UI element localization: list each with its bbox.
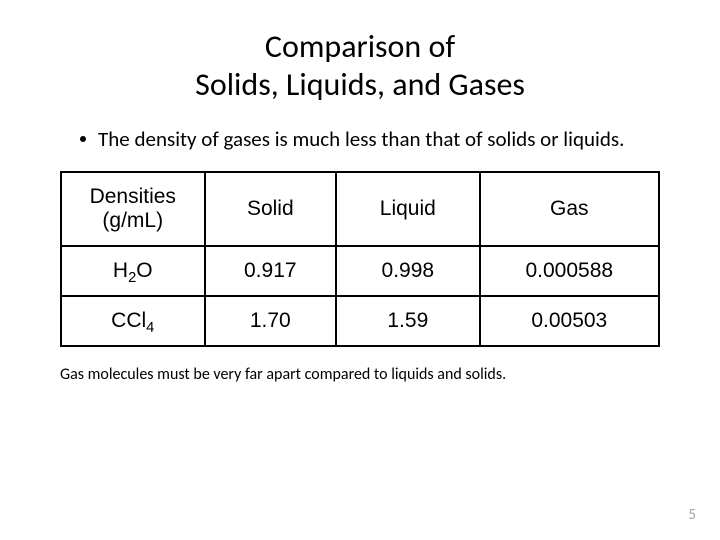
cell-h2o-solid: 0.917 <box>205 246 337 296</box>
density-table: Densities (g/mL) Solid Liquid Gas H2O 0.… <box>60 171 660 347</box>
title-line-2: Solids, Liquids, and Gases <box>195 65 525 104</box>
table-row: CCl4 1.70 1.59 0.00503 <box>61 296 659 346</box>
bullet-list: The density of gases is much less than t… <box>60 125 660 153</box>
header-densities: Densities (g/mL) <box>61 172 205 246</box>
cell-h2o-gas: 0.000588 <box>480 246 659 296</box>
page-number: 5 <box>688 506 696 524</box>
cell-ccl4-liquid: 1.59 <box>336 296 480 346</box>
title-line-1: Comparison of <box>265 27 455 66</box>
header-liquid: Liquid <box>336 172 480 246</box>
bullet-item: The density of gases is much less than t… <box>80 125 660 153</box>
cell-ccl4-solid: 1.70 <box>205 296 337 346</box>
header-densities-line1: Densities <box>90 185 176 208</box>
slide-title: Comparison of Solids, Liquids, and Gases <box>60 28 660 105</box>
table-row: H2O 0.917 0.998 0.000588 <box>61 246 659 296</box>
header-solid: Solid <box>205 172 337 246</box>
table-header-row: Densities (g/mL) Solid Liquid Gas <box>61 172 659 246</box>
footnote-text: Gas molecules must be very far apart com… <box>60 365 660 386</box>
h2o-suffix: O <box>136 259 152 282</box>
h2o-base: H <box>113 259 128 282</box>
header-densities-line2: (g/mL) <box>102 209 163 232</box>
cell-ccl4-gas: 0.00503 <box>480 296 659 346</box>
ccl4-sub: 4 <box>146 320 154 336</box>
cell-h2o-label: H2O <box>61 246 205 296</box>
bullet-text: The density of gases is much less than t… <box>98 125 624 153</box>
slide-container: Comparison of Solids, Liquids, and Gases… <box>0 0 720 540</box>
bullet-dot-icon <box>80 136 86 142</box>
cell-h2o-liquid: 0.998 <box>336 246 480 296</box>
header-gas: Gas <box>480 172 659 246</box>
ccl4-base: CCl <box>111 309 146 332</box>
cell-ccl4-label: CCl4 <box>61 296 205 346</box>
